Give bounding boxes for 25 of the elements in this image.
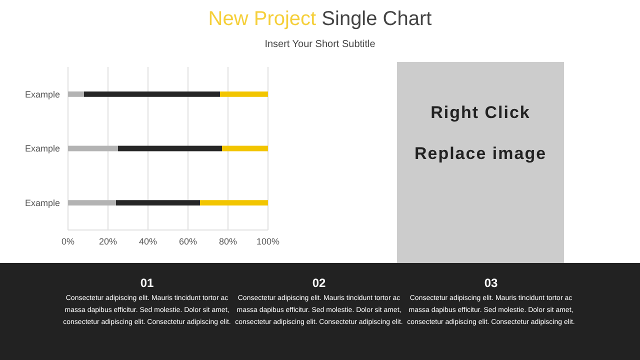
text: Replace image bbox=[413, 144, 548, 164]
bar bbox=[200, 200, 268, 206]
bar bbox=[68, 200, 116, 206]
text: 03 bbox=[483, 276, 499, 290]
y-tick-label: Example bbox=[24, 144, 60, 154]
bar bbox=[222, 146, 268, 152]
text: New Project Single Chart bbox=[207, 8, 433, 31]
bar bbox=[68, 91, 84, 97]
text: Right Click bbox=[430, 103, 532, 123]
text: 01 bbox=[139, 276, 155, 290]
bar bbox=[116, 200, 200, 206]
x-tick-label: 0% bbox=[61, 236, 75, 246]
x-tick-label: 80% bbox=[218, 236, 238, 246]
y-tick-label: Example bbox=[24, 89, 60, 100]
bar bbox=[220, 91, 268, 97]
y-tick-label: Example bbox=[24, 198, 60, 208]
bar bbox=[84, 91, 220, 97]
bar bbox=[118, 146, 222, 152]
x-tick-label: 100% bbox=[256, 236, 280, 246]
bar bbox=[68, 146, 118, 152]
text: 02 bbox=[311, 276, 327, 290]
x-tick-label: 20% bbox=[98, 236, 118, 246]
x-tick-label: 60% bbox=[178, 236, 198, 246]
text: Insert Your Short Subtitle bbox=[264, 39, 376, 50]
x-tick-label: 40% bbox=[138, 236, 158, 246]
